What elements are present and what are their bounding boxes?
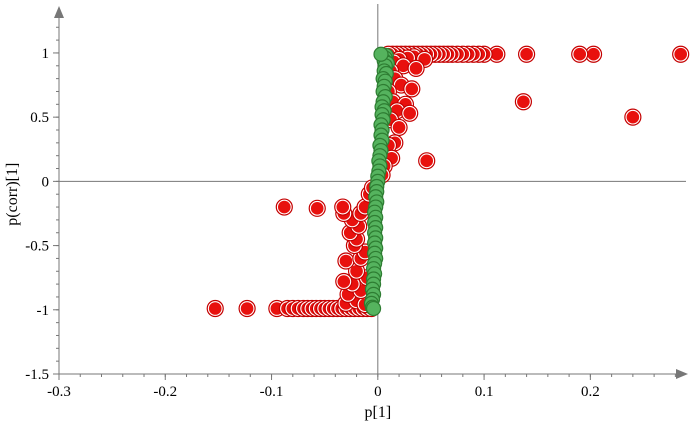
- y-tick-label: -1: [37, 303, 50, 319]
- x-tick-label: -0.2: [153, 384, 177, 400]
- data-point: [674, 47, 687, 61]
- data-point: [350, 264, 363, 278]
- data-point: [403, 107, 416, 120]
- data-point: [573, 47, 587, 61]
- data-point: [490, 47, 504, 61]
- x-tick-label: -0.1: [260, 384, 284, 400]
- data-point: [420, 154, 433, 168]
- series-2-points: [363, 46, 395, 317]
- data-point: [405, 82, 419, 96]
- data-point: [392, 121, 406, 134]
- y-tick-label: -1.5: [25, 367, 49, 383]
- y-tick-label: 0: [42, 174, 50, 190]
- y-axis-arrow: [54, 6, 64, 18]
- data-point: [397, 59, 410, 73]
- data-point: [517, 95, 530, 109]
- data-point: [337, 275, 351, 288]
- x-axis-label: p[1]: [364, 404, 391, 421]
- data-point: [587, 47, 600, 61]
- data-points: [206, 45, 690, 318]
- x-tick-label: 0.2: [581, 384, 600, 400]
- y-tick-label: 0.5: [30, 110, 49, 126]
- data-point: [277, 200, 291, 214]
- x-tick-label: -0.3: [47, 384, 71, 400]
- data-point: [409, 62, 423, 75]
- data-point: [626, 110, 640, 124]
- tick-marks: [53, 26, 676, 380]
- x-tick-label: 0: [374, 384, 382, 400]
- y-tick-label: -0.5: [25, 239, 49, 255]
- x-tick-label: 0.1: [475, 384, 494, 400]
- y-axis-label: p(corr)[1]: [4, 163, 21, 226]
- y-tick-label: 1: [42, 46, 50, 62]
- data-point: [208, 302, 222, 315]
- tick-labels: -0.3 -0.2 -0.1 0 0.1 0.2 -1.5 -1 -0.5 0 0.5 1: [25, 46, 599, 400]
- data-point: [373, 46, 389, 62]
- data-point: [365, 300, 382, 317]
- data-point: [240, 302, 254, 315]
- x-axis-arrow: [676, 369, 688, 379]
- data-point: [520, 47, 533, 61]
- data-point: [310, 202, 324, 215]
- data-point: [336, 200, 350, 214]
- data-point: [339, 254, 353, 268]
